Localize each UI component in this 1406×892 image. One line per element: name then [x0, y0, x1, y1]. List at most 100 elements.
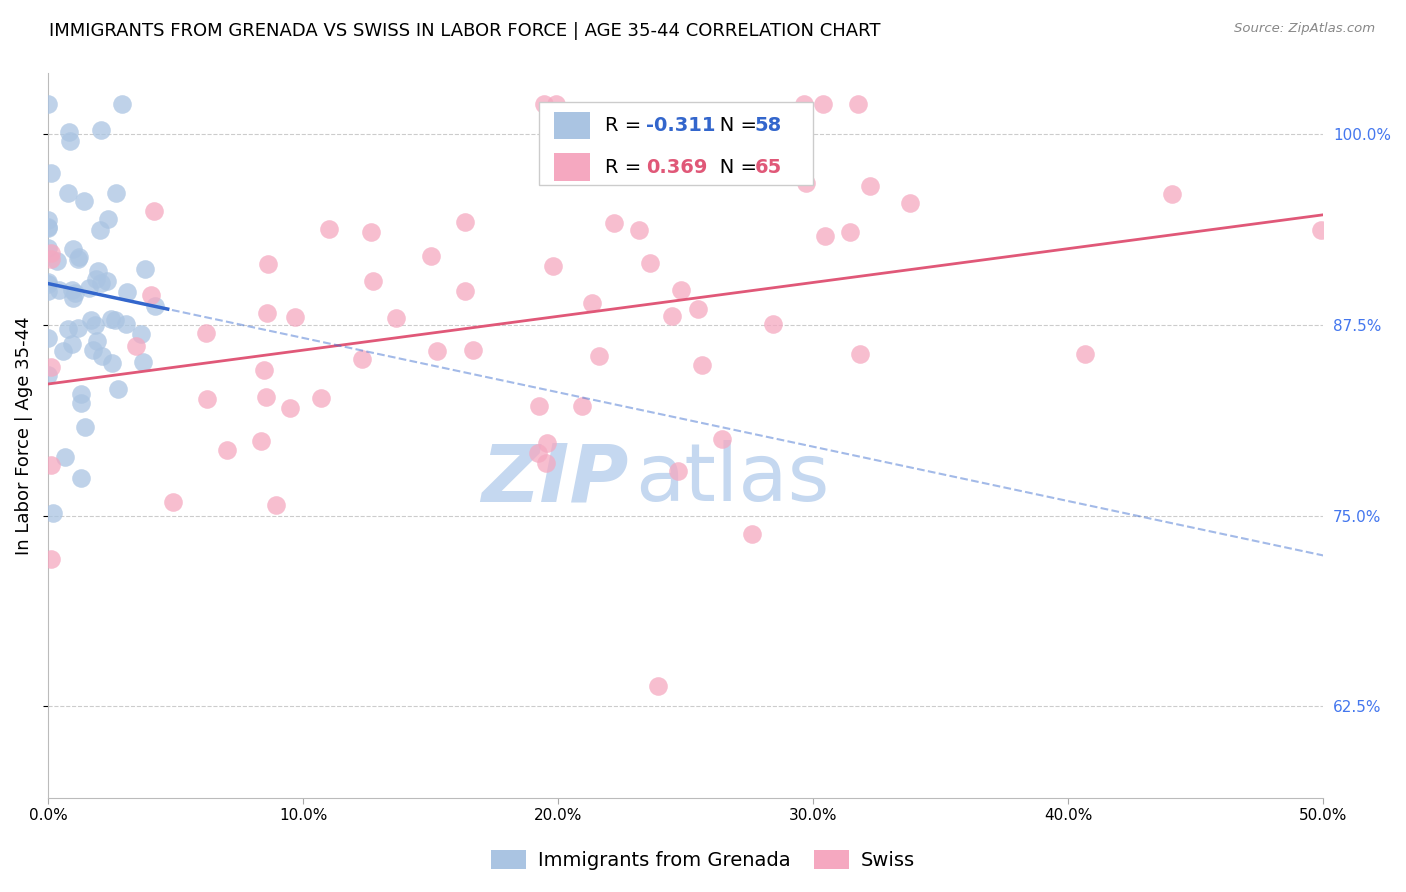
Point	[97, 212, 120, 227]
Point	[661, 310, 683, 324]
Point	[461, 343, 484, 357]
Point	[541, 259, 564, 273]
Point	[90, 123, 112, 137]
Point	[53, 450, 76, 465]
Y-axis label: In Labor Force | Age 35-44: In Labor Force | Age 35-44	[15, 316, 32, 555]
Point	[115, 317, 138, 331]
Point	[82, 343, 104, 357]
Point	[37, 368, 59, 382]
Point	[132, 355, 155, 369]
Point	[352, 351, 374, 366]
Point	[37, 212, 59, 227]
Point	[796, 176, 818, 190]
Text: 0.369: 0.369	[647, 158, 707, 177]
Point	[52, 343, 75, 358]
Point	[62, 336, 84, 351]
Point	[741, 527, 763, 541]
Text: -0.311: -0.311	[647, 116, 716, 135]
FancyBboxPatch shape	[554, 153, 591, 181]
Point	[100, 311, 122, 326]
FancyBboxPatch shape	[538, 102, 813, 186]
Text: IMMIGRANTS FROM GRENADA VS SWISS IN LABOR FORCE | AGE 35-44 CORRELATION CHART: IMMIGRANTS FROM GRENADA VS SWISS IN LABO…	[49, 22, 880, 40]
Text: R =: R =	[606, 116, 648, 135]
Point	[454, 215, 477, 229]
Point	[309, 391, 332, 405]
Point	[256, 306, 278, 320]
Point	[37, 331, 59, 345]
Point	[107, 382, 129, 396]
Point	[195, 392, 218, 406]
Point	[814, 228, 837, 243]
Point	[56, 186, 79, 200]
Point	[546, 96, 568, 111]
Point	[581, 295, 603, 310]
Point	[249, 434, 271, 449]
Point	[48, 283, 70, 297]
Point	[67, 252, 90, 267]
Point	[526, 446, 548, 460]
Point	[69, 387, 91, 401]
Point	[762, 318, 785, 332]
Point	[69, 396, 91, 410]
Point	[84, 272, 107, 286]
Point	[105, 186, 128, 201]
Point	[688, 302, 710, 317]
Point	[39, 252, 62, 267]
Text: Source: ZipAtlas.com: Source: ZipAtlas.com	[1234, 22, 1375, 36]
Point	[638, 256, 661, 270]
Point	[363, 274, 385, 288]
Text: ZIP: ZIP	[481, 440, 628, 518]
Point	[162, 494, 184, 508]
Point	[134, 262, 156, 277]
Point	[838, 225, 860, 239]
Point	[45, 254, 67, 268]
Point	[42, 506, 65, 520]
Point	[39, 166, 62, 180]
Point	[898, 196, 921, 211]
Point	[360, 225, 382, 239]
Point	[104, 312, 127, 326]
Point	[811, 96, 834, 111]
Legend: Immigrants from Grenada, Swiss: Immigrants from Grenada, Swiss	[484, 842, 922, 878]
Point	[37, 277, 59, 291]
Text: R =: R =	[606, 158, 648, 177]
Point	[278, 401, 301, 416]
Point	[1073, 347, 1095, 361]
Point	[571, 399, 593, 413]
Point	[257, 256, 280, 270]
Point	[284, 310, 307, 325]
Point	[90, 276, 112, 290]
Point	[67, 320, 90, 334]
Point	[37, 219, 59, 234]
Point	[73, 194, 96, 208]
Point	[37, 284, 59, 298]
Point	[385, 311, 408, 326]
Point	[39, 552, 62, 566]
Point	[86, 334, 108, 348]
Point	[39, 458, 62, 472]
Point	[67, 251, 90, 265]
Point	[253, 363, 276, 377]
Text: 65: 65	[755, 158, 782, 177]
Point	[143, 299, 166, 313]
Point	[669, 283, 692, 297]
Point	[692, 358, 714, 372]
Point	[454, 284, 477, 298]
Point	[39, 246, 62, 260]
Point	[86, 264, 108, 278]
Point	[666, 464, 689, 478]
Point	[139, 287, 162, 301]
Point	[846, 96, 869, 111]
Point	[419, 249, 441, 263]
Point	[849, 346, 872, 360]
Point	[195, 326, 218, 340]
Point	[793, 96, 815, 111]
Point	[96, 275, 118, 289]
Text: 58: 58	[755, 116, 782, 135]
Point	[101, 355, 124, 369]
Point	[62, 291, 84, 305]
Point	[111, 96, 134, 111]
Point	[131, 326, 153, 341]
Point	[70, 471, 93, 485]
Point	[115, 285, 138, 299]
